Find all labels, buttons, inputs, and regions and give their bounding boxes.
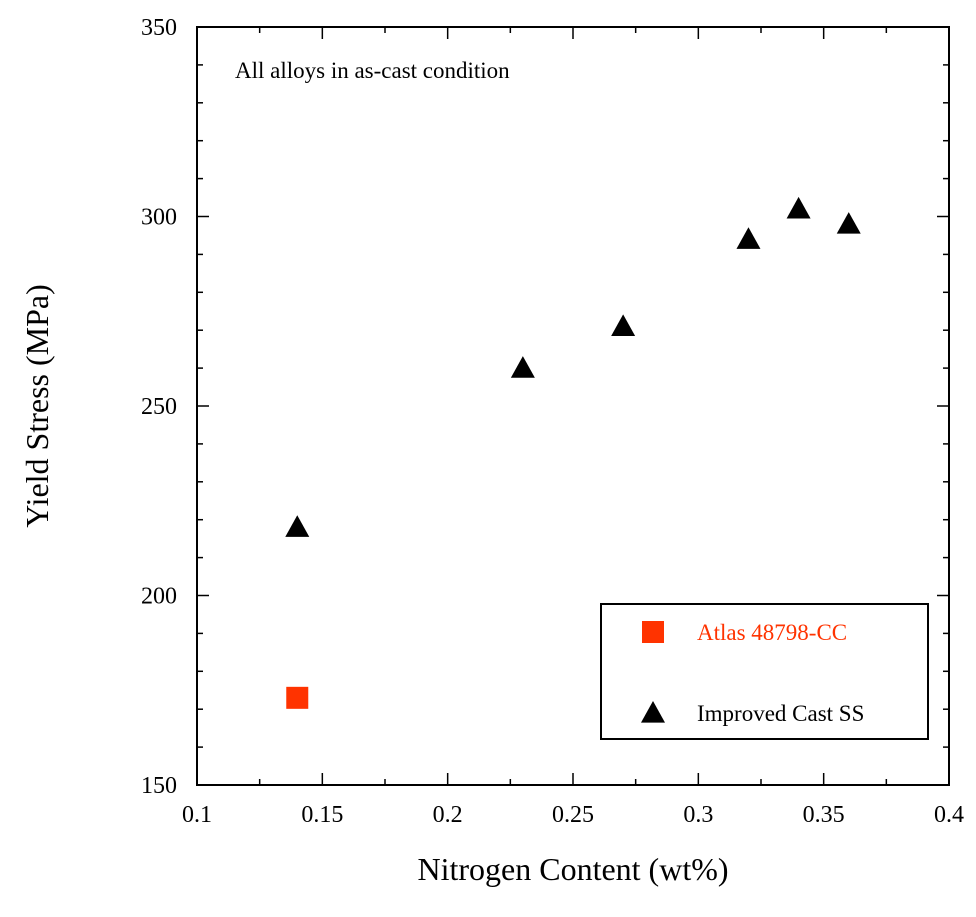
triangle-marker bbox=[836, 212, 861, 234]
legend-label: Improved Cast SS bbox=[697, 701, 864, 726]
x-tick-label: 0.4 bbox=[934, 802, 964, 828]
y-tick-label: 250 bbox=[141, 394, 177, 420]
x-tick-label: 0.25 bbox=[552, 802, 594, 828]
chart-annotation: All alloys in as-cast condition bbox=[235, 58, 510, 83]
legend-label: Atlas 48798-CC bbox=[697, 620, 847, 645]
y-axis-title: Yield Stress (MPa) bbox=[19, 284, 55, 528]
x-tick-label: 0.3 bbox=[683, 802, 713, 828]
x-tick-label: 0.1 bbox=[182, 802, 212, 828]
triangle-marker bbox=[510, 356, 535, 378]
y-tick-label: 300 bbox=[141, 205, 177, 231]
legend-items: Atlas 48798-CC Improved Cast SS bbox=[641, 620, 864, 726]
axis-tick-labels: 0.1 0.15 0.2 0.25 0.3 0.35 0.4 150 200 250 300 350 bbox=[141, 15, 964, 828]
y-tick-label: 350 bbox=[141, 15, 177, 41]
x-axis-title: Nitrogen Content (wt%) bbox=[417, 851, 728, 887]
data-points bbox=[285, 196, 861, 709]
y-tick-label: 150 bbox=[141, 773, 177, 799]
legend: Atlas 48798-CC Improved Cast SS bbox=[600, 603, 929, 740]
x-tick-label: 0.2 bbox=[433, 802, 463, 828]
legend-square-marker bbox=[642, 621, 664, 643]
square-marker bbox=[286, 686, 309, 709]
triangle-marker bbox=[611, 314, 636, 337]
legend-triangle-marker bbox=[641, 701, 665, 723]
triangle-marker bbox=[786, 196, 811, 219]
x-tick-label: 0.35 bbox=[803, 802, 845, 828]
y-tick-label: 200 bbox=[141, 584, 177, 610]
axis-ticks bbox=[196, 26, 950, 786]
triangle-marker bbox=[285, 515, 310, 537]
triangle-marker bbox=[736, 227, 761, 249]
x-tick-label: 0.15 bbox=[301, 802, 343, 828]
